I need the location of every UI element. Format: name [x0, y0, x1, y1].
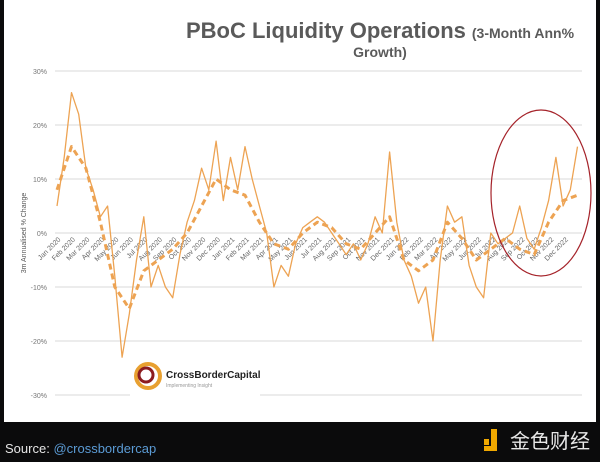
- y-tick-label: -30%: [31, 393, 47, 400]
- crossborder-logo-inner-icon: [137, 366, 155, 384]
- y-tick-label: 30%: [33, 69, 47, 76]
- y-tick-label: -20%: [31, 339, 47, 346]
- source-caption: Source: @crossbordercap: [5, 441, 156, 456]
- title-text: PBoC Liquidity Operations: [185, 18, 466, 43]
- growth-line-series: [56, 91, 579, 358]
- logo-tagline: Implementing Insight: [166, 383, 213, 389]
- y-tick-label: 0%: [37, 231, 47, 238]
- chart-title: PBoC Liquidity Operations (3-Month Ann% G…: [0, 18, 600, 62]
- y-tick-label: -10%: [31, 285, 47, 292]
- logo-name: CrossBorderCapital: [166, 370, 261, 381]
- watermark-brand: 金色财经: [484, 425, 590, 454]
- crossborder-logo-icon: [134, 362, 162, 390]
- highlight-ellipse: [490, 109, 592, 277]
- y-tick-label: 20%: [33, 123, 47, 130]
- subtitle-text: (3-Month Ann% Growth): [353, 25, 575, 60]
- y-axis-label: 3m Annualised % Change: [21, 193, 28, 274]
- source-label: Source:: [5, 441, 50, 456]
- watermark-text: 金色财经: [510, 431, 590, 453]
- y-tick-label: 10%: [33, 177, 47, 184]
- chart-panel: [4, 0, 596, 422]
- trend-line-series: [55, 145, 579, 311]
- jinse-logo-icon: [484, 428, 502, 451]
- source-handle-link[interactable]: @crossbordercap: [53, 441, 157, 456]
